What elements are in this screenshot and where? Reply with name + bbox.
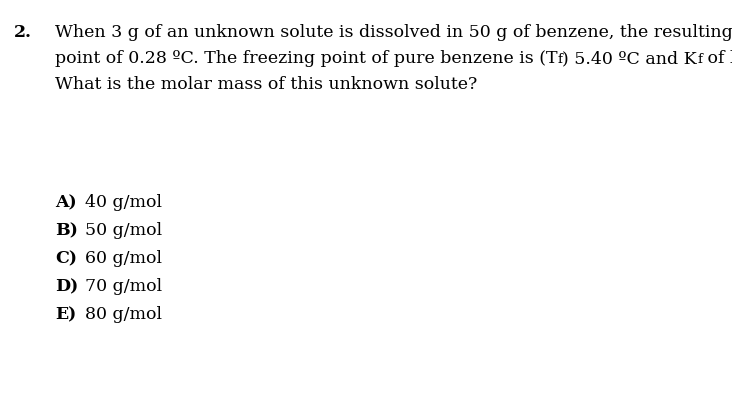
Text: B): B) bbox=[55, 222, 78, 239]
Text: point of 0.28 ºC. The freezing point of pure benzene is (T: point of 0.28 ºC. The freezing point of … bbox=[55, 50, 558, 67]
Text: 80 g/mol: 80 g/mol bbox=[85, 306, 162, 323]
Text: f: f bbox=[558, 53, 562, 66]
Text: When 3 g of an unknown solute is dissolved in 50 g of benzene, the resulting sol: When 3 g of an unknown solute is dissolv… bbox=[55, 24, 732, 41]
Text: D): D) bbox=[55, 278, 78, 295]
Text: 70 g/mol: 70 g/mol bbox=[85, 278, 162, 295]
Text: ) 5.40 ºC and K: ) 5.40 ºC and K bbox=[562, 50, 697, 67]
Text: C): C) bbox=[55, 250, 77, 267]
Text: 40 g/mol: 40 g/mol bbox=[85, 194, 162, 211]
Text: 50 g/mol: 50 g/mol bbox=[85, 222, 162, 239]
Text: A): A) bbox=[55, 194, 77, 211]
Text: of benzene is  5.12 ºC/m.: of benzene is 5.12 ºC/m. bbox=[702, 50, 732, 67]
Text: 60 g/mol: 60 g/mol bbox=[85, 250, 162, 267]
Text: f: f bbox=[697, 53, 702, 66]
Text: What is the molar mass of this unknown solute?: What is the molar mass of this unknown s… bbox=[55, 76, 477, 93]
Text: E): E) bbox=[55, 306, 76, 323]
Text: 2.: 2. bbox=[14, 24, 32, 41]
